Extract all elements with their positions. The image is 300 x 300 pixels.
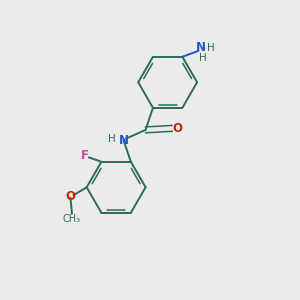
Text: H: H	[207, 43, 215, 53]
Text: H: H	[199, 53, 206, 63]
Text: CH₃: CH₃	[63, 214, 81, 224]
Text: N: N	[196, 41, 206, 54]
Text: H: H	[108, 134, 116, 144]
Text: F: F	[81, 149, 89, 162]
Text: O: O	[65, 190, 75, 203]
Text: O: O	[172, 122, 182, 135]
Text: N: N	[118, 134, 128, 147]
